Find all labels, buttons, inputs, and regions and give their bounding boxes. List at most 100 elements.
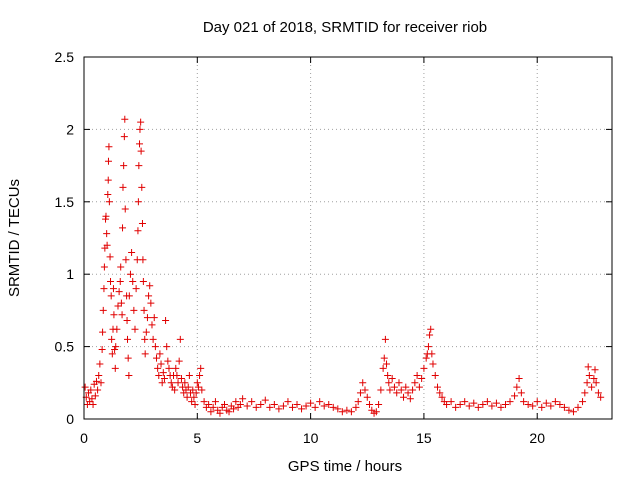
data-point xyxy=(153,354,161,362)
data-point xyxy=(104,176,112,184)
data-point xyxy=(383,360,391,368)
data-point xyxy=(239,395,247,403)
data-point xyxy=(141,335,149,343)
data-point xyxy=(429,360,437,368)
data-point xyxy=(198,386,206,394)
data-point xyxy=(146,282,154,290)
data-point xyxy=(197,364,205,372)
data-point xyxy=(188,398,196,406)
data-point xyxy=(488,402,496,410)
x-tick-label: 0 xyxy=(80,430,88,446)
data-point xyxy=(107,292,115,300)
data-point xyxy=(266,403,274,411)
data-point xyxy=(103,241,111,249)
data-point xyxy=(390,383,398,391)
data-point xyxy=(590,374,598,382)
data-point xyxy=(91,392,99,400)
data-point xyxy=(97,379,105,387)
data-point xyxy=(547,402,555,410)
data-point xyxy=(284,398,292,406)
data-points xyxy=(81,115,605,417)
data-point xyxy=(137,118,145,126)
data-point xyxy=(438,393,446,401)
data-point xyxy=(372,408,380,416)
data-point xyxy=(194,383,202,391)
data-point xyxy=(151,343,159,351)
data-point xyxy=(515,374,523,382)
data-point xyxy=(377,386,385,394)
data-point xyxy=(542,399,550,407)
data-point xyxy=(98,345,106,353)
chart-title: Day 021 of 2018, SRMTID for receiver rio… xyxy=(203,19,487,36)
data-point xyxy=(574,403,582,411)
data-point xyxy=(379,364,387,372)
data-point xyxy=(356,389,364,397)
data-point xyxy=(117,299,125,307)
data-point xyxy=(411,379,419,387)
data-point xyxy=(363,393,371,401)
data-point xyxy=(119,224,127,232)
data-point xyxy=(581,389,589,397)
data-point xyxy=(366,401,374,409)
data-point xyxy=(236,401,244,409)
data-point xyxy=(592,379,600,387)
data-point xyxy=(81,383,89,391)
data-point xyxy=(171,386,179,394)
data-point xyxy=(126,270,134,278)
data-point xyxy=(216,409,224,417)
data-point xyxy=(164,357,172,365)
data-point xyxy=(381,335,389,343)
data-point xyxy=(533,398,541,406)
data-point xyxy=(359,379,367,387)
data-point xyxy=(583,379,591,387)
x-tick-label: 5 xyxy=(193,430,201,446)
data-point xyxy=(597,393,605,401)
data-point xyxy=(293,401,301,409)
data-point xyxy=(95,372,103,380)
data-point xyxy=(124,354,132,362)
data-point xyxy=(406,395,414,403)
data-point xyxy=(121,205,129,213)
data-point xyxy=(110,311,118,319)
data-point xyxy=(148,321,156,329)
data-point xyxy=(434,383,442,391)
data-point xyxy=(132,285,140,293)
data-point xyxy=(338,408,346,416)
data-point xyxy=(129,277,137,285)
data-point xyxy=(422,354,430,362)
y-tick-label: 2.5 xyxy=(55,49,75,65)
data-point xyxy=(122,256,130,264)
data-point xyxy=(384,372,392,380)
data-point xyxy=(424,343,432,351)
data-point xyxy=(352,403,360,411)
x-tick-label: 15 xyxy=(416,430,432,446)
data-point xyxy=(99,306,107,314)
data-point xyxy=(125,372,133,380)
data-point xyxy=(142,328,150,336)
data-point xyxy=(104,191,112,199)
data-point xyxy=(584,363,592,371)
data-point xyxy=(415,383,423,391)
data-point xyxy=(420,364,428,372)
data-point xyxy=(538,403,546,411)
data-point xyxy=(402,383,410,391)
data-point xyxy=(560,403,568,411)
data-point xyxy=(591,366,599,374)
data-point xyxy=(137,147,145,155)
data-point xyxy=(158,379,166,387)
data-point xyxy=(465,402,473,410)
data-point xyxy=(397,386,405,394)
data-point xyxy=(385,379,393,387)
data-point xyxy=(149,335,157,343)
data-point xyxy=(243,402,251,410)
data-point xyxy=(143,314,151,322)
ticks: 0 5 10 15 20 0 0.5 1 1.5 2 2.5 xyxy=(55,49,612,446)
grid xyxy=(84,57,612,419)
data-point xyxy=(176,335,184,343)
data-point xyxy=(173,372,181,380)
data-point xyxy=(131,325,139,333)
data-point xyxy=(275,405,283,413)
data-point xyxy=(492,399,500,407)
data-point xyxy=(320,402,328,410)
data-point xyxy=(103,230,111,238)
